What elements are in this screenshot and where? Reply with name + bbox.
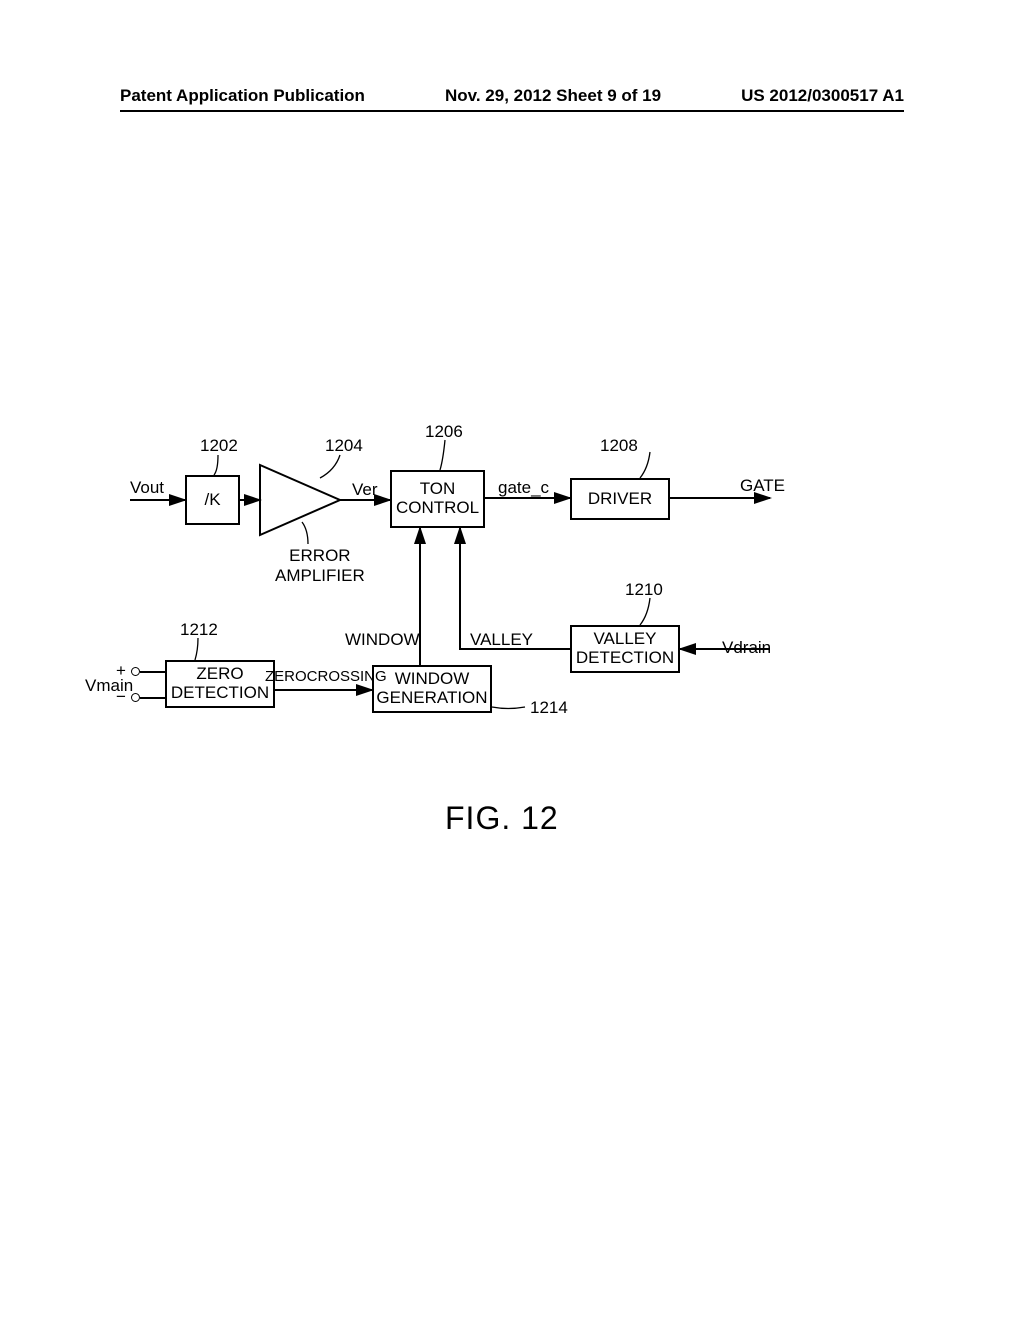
label-vout: Vout — [130, 478, 164, 498]
ref-1210: 1210 — [625, 580, 663, 600]
block-ton-label: TON CONTROL — [396, 480, 479, 517]
label-vmain: Vmain — [85, 676, 133, 696]
diagram-wires — [0, 0, 1024, 1320]
label-zerocrossing: ZEROCROSSING — [265, 668, 387, 685]
ref-1206: 1206 — [425, 422, 463, 442]
label-gate: GATE — [740, 476, 785, 496]
block-window-generation: WINDOW GENERATION — [372, 665, 492, 713]
block-window-label: WINDOW GENERATION — [376, 670, 487, 707]
block-zero-label: ZERO DETECTION — [171, 665, 269, 702]
block-driver-label: DRIVER — [588, 490, 652, 509]
label-window-signal: WINDOW — [345, 630, 420, 650]
ref-1214: 1214 — [530, 698, 568, 718]
block-k-label: /K — [204, 491, 220, 510]
block-zero-detection: ZERO DETECTION — [165, 660, 275, 708]
label-ver: Ver — [352, 480, 378, 500]
ref-1202: 1202 — [200, 436, 238, 456]
block-k: /K — [185, 475, 240, 525]
terminal-plus — [131, 667, 140, 676]
ref-1204: 1204 — [325, 436, 363, 456]
block-valley-label: VALLEY DETECTION — [576, 630, 674, 667]
label-valley-signal: VALLEY — [470, 630, 533, 650]
block-driver: DRIVER — [570, 478, 670, 520]
label-vdrain: Vdrain — [722, 638, 771, 658]
label-error-amplifier: ERROR AMPLIFIER — [275, 546, 365, 586]
figure-caption: FIG. 12 — [445, 800, 559, 837]
block-diagram: /K TON CONTROL DRIVER VALLEY DETECTION Z… — [0, 0, 1024, 1320]
block-ton-control: TON CONTROL — [390, 470, 485, 528]
ref-1212: 1212 — [180, 620, 218, 640]
ref-1208: 1208 — [600, 436, 638, 456]
label-gatec: gate_c — [498, 478, 549, 498]
block-valley-detection: VALLEY DETECTION — [570, 625, 680, 673]
